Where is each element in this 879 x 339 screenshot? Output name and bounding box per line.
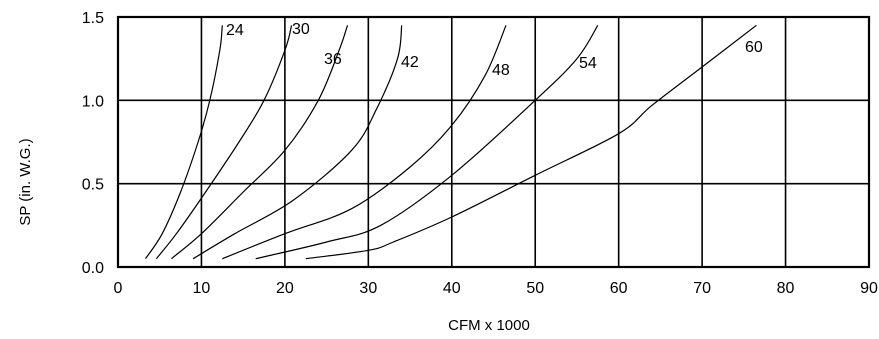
y-axis-title: SP (in. W.G.) [17,138,34,225]
x-tick-labels: 0 10 20 30 40 50 60 70 80 90 [114,280,878,297]
curve-24 [145,25,223,260]
curve-labels: 24 30 36 42 48 54 60 [226,21,763,79]
curve-label-54: 54 [579,55,597,72]
x-tick-label: 20 [276,280,294,297]
curve-label-42: 42 [401,54,419,71]
x-tick-label: 10 [193,280,211,297]
x-tick-label: 70 [693,280,711,297]
curve-54 [255,24,599,260]
plot-frame [116,15,871,269]
x-tick-label: 90 [860,280,878,297]
curve-30 [155,25,293,260]
curve-36 [171,25,349,260]
y-tick-label: 0.5 [82,177,104,194]
curve-label-36: 36 [324,51,342,68]
curve-42 [192,25,403,260]
curve-label-30: 30 [292,21,310,38]
grid-lines [116,15,871,269]
x-tick-label: 60 [610,280,628,297]
curve-60 [305,24,757,260]
x-axis-title: CFM x 1000 [448,317,530,334]
x-tick-label: 0 [114,280,123,297]
curve-48 [222,25,507,260]
x-tick-label: 50 [526,280,544,297]
y-tick-label: 1.5 [82,10,104,27]
y-tick-label: 0.0 [82,260,104,277]
x-tick-label: 40 [443,280,461,297]
y-tick-labels: 0.0 0.5 1.0 1.5 [82,10,104,277]
curve-label-60: 60 [745,39,763,56]
x-tick-label: 80 [777,280,795,297]
fan-curves [145,24,757,260]
x-tick-label: 30 [359,280,377,297]
curve-label-24: 24 [226,22,244,39]
curve-label-48: 48 [492,62,510,79]
y-tick-label: 1.0 [82,93,104,110]
